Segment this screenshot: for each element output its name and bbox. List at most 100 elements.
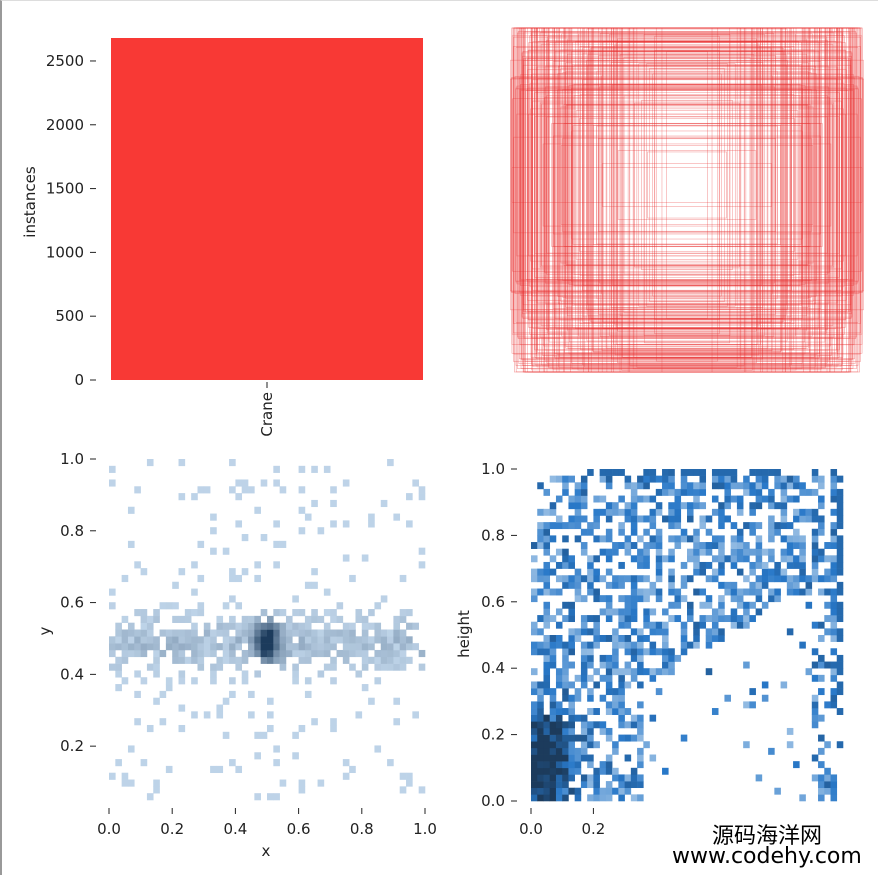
- xy-heat-cell: [241, 670, 249, 678]
- wh-heat-cell: [718, 535, 725, 543]
- wh-heat-cell: [630, 654, 638, 662]
- box-outline: [529, 35, 845, 335]
- box-outline: [573, 83, 801, 287]
- wh-heat-cell: [549, 535, 557, 543]
- wh-heat-cell: [805, 575, 813, 583]
- box-outline: [575, 110, 799, 260]
- box-outline: [527, 69, 847, 301]
- wh-heat-cell: [680, 488, 688, 496]
- box-outline: [514, 27, 860, 373]
- xy-heat-cell: [304, 656, 312, 664]
- wh-heat-cell: [830, 781, 838, 789]
- wh-heat-cell: [549, 734, 557, 742]
- wh-heat-cell: [637, 734, 644, 742]
- wh-heat-cell: [818, 794, 825, 802]
- wh-heat-cell: [687, 488, 694, 496]
- xy-heat-cell: [304, 636, 312, 644]
- wh-heat-cell: [761, 601, 769, 609]
- wh-heat-cell: [836, 628, 844, 636]
- wh-heat-cell: [811, 535, 819, 543]
- xy-heat-cell: [229, 649, 236, 658]
- wh-heat-cell: [618, 508, 625, 516]
- xy-heat-cell: [304, 622, 312, 630]
- wh-heat-cell: [711, 482, 719, 490]
- wh-heat-cell: [655, 555, 663, 563]
- wh-heat-cell: [643, 475, 650, 483]
- box-outline: [638, 63, 736, 307]
- wh-heat-cell: [774, 588, 781, 596]
- wh-heat-cell: [655, 621, 663, 629]
- wh-heat-cell: [605, 654, 613, 662]
- wh-heat-cell: [637, 515, 644, 523]
- xy-heat-cell: [140, 649, 148, 658]
- wh-heat-cell: [637, 641, 644, 649]
- wh-heat-cell: [755, 535, 763, 543]
- box-outline: [537, 78, 837, 292]
- wh-heat-cell: [630, 528, 638, 536]
- box-outline: [527, 58, 847, 312]
- wh-heat-cell: [605, 681, 613, 689]
- wh-heatmap-cells: [531, 469, 844, 802]
- wh-heat-cell: [580, 488, 588, 496]
- wh-heat-cell: [793, 575, 800, 583]
- box-outline: [516, 85, 858, 285]
- wh-heat-cell: [568, 515, 575, 523]
- xy-heat-cell: [216, 704, 224, 712]
- xy-heat-cell: [229, 595, 236, 603]
- xy-y-tick-label: 1.0: [60, 450, 84, 468]
- wh-heat-cell: [568, 741, 575, 749]
- xy-heat-cell: [229, 677, 236, 685]
- wh-heat-cell: [643, 635, 650, 642]
- box-outline: [598, 55, 776, 315]
- wh-heat-cell: [568, 635, 575, 642]
- wh-heat-cell: [637, 588, 644, 596]
- wh-heat-cell: [743, 601, 750, 609]
- xy-heat-cell: [298, 779, 306, 787]
- wh-heat-cell: [649, 714, 657, 722]
- wh-heat-cell: [630, 794, 638, 802]
- xy-heat-cell: [361, 663, 369, 671]
- xy-heat-cell: [146, 663, 154, 671]
- box-outline: [514, 76, 860, 294]
- xy-heat-cell: [248, 636, 255, 644]
- xy-heat-cell: [279, 629, 287, 637]
- wh-heat-cell: [605, 608, 613, 616]
- wh-heat-cell: [805, 488, 813, 496]
- xy-heat-cell: [159, 602, 167, 610]
- wh-heat-cell: [562, 548, 569, 556]
- wh-heat-cell: [568, 761, 575, 769]
- wh-heat-cell: [637, 535, 644, 543]
- wh-heat-cell: [599, 654, 607, 662]
- wh-heat-cell: [736, 555, 744, 563]
- wh-heat-cell: [743, 488, 750, 496]
- box-outline: [525, 90, 849, 280]
- wh-heat-cell: [780, 475, 788, 483]
- xy-heat-cell: [279, 609, 287, 617]
- wh-heat-cell: [655, 548, 663, 556]
- wh-heat-cell: [674, 488, 682, 496]
- wh-heat-cell: [624, 721, 632, 729]
- wh-heat-cell: [705, 575, 713, 583]
- wh-heat-cell: [537, 575, 544, 583]
- wh-heat-cell: [580, 721, 588, 729]
- box-outline: [539, 102, 835, 268]
- wh-heat-cell: [624, 774, 632, 782]
- xy-heat-cell: [222, 731, 230, 739]
- box-outline: [568, 85, 806, 285]
- box-outline: [643, 34, 731, 336]
- wh-heat-cell: [711, 708, 719, 715]
- wh-heat-cell: [580, 595, 588, 603]
- xy-heat-cell: [368, 656, 375, 664]
- wh-heat-cell: [836, 601, 844, 609]
- wh-heat-cell: [555, 701, 563, 709]
- wh-heat-cell: [562, 555, 569, 563]
- wh-x-tick-label: 0.0: [519, 820, 543, 838]
- wh-heat-cell: [818, 761, 825, 769]
- wh-heat-cell: [662, 621, 669, 629]
- xy-heat-cell: [222, 629, 230, 637]
- wh-heat-cell: [574, 522, 582, 530]
- box-outline: [537, 27, 837, 353]
- wh-heat-cell: [537, 794, 544, 802]
- box-outline: [590, 27, 784, 373]
- xy-heat-cell: [241, 534, 249, 542]
